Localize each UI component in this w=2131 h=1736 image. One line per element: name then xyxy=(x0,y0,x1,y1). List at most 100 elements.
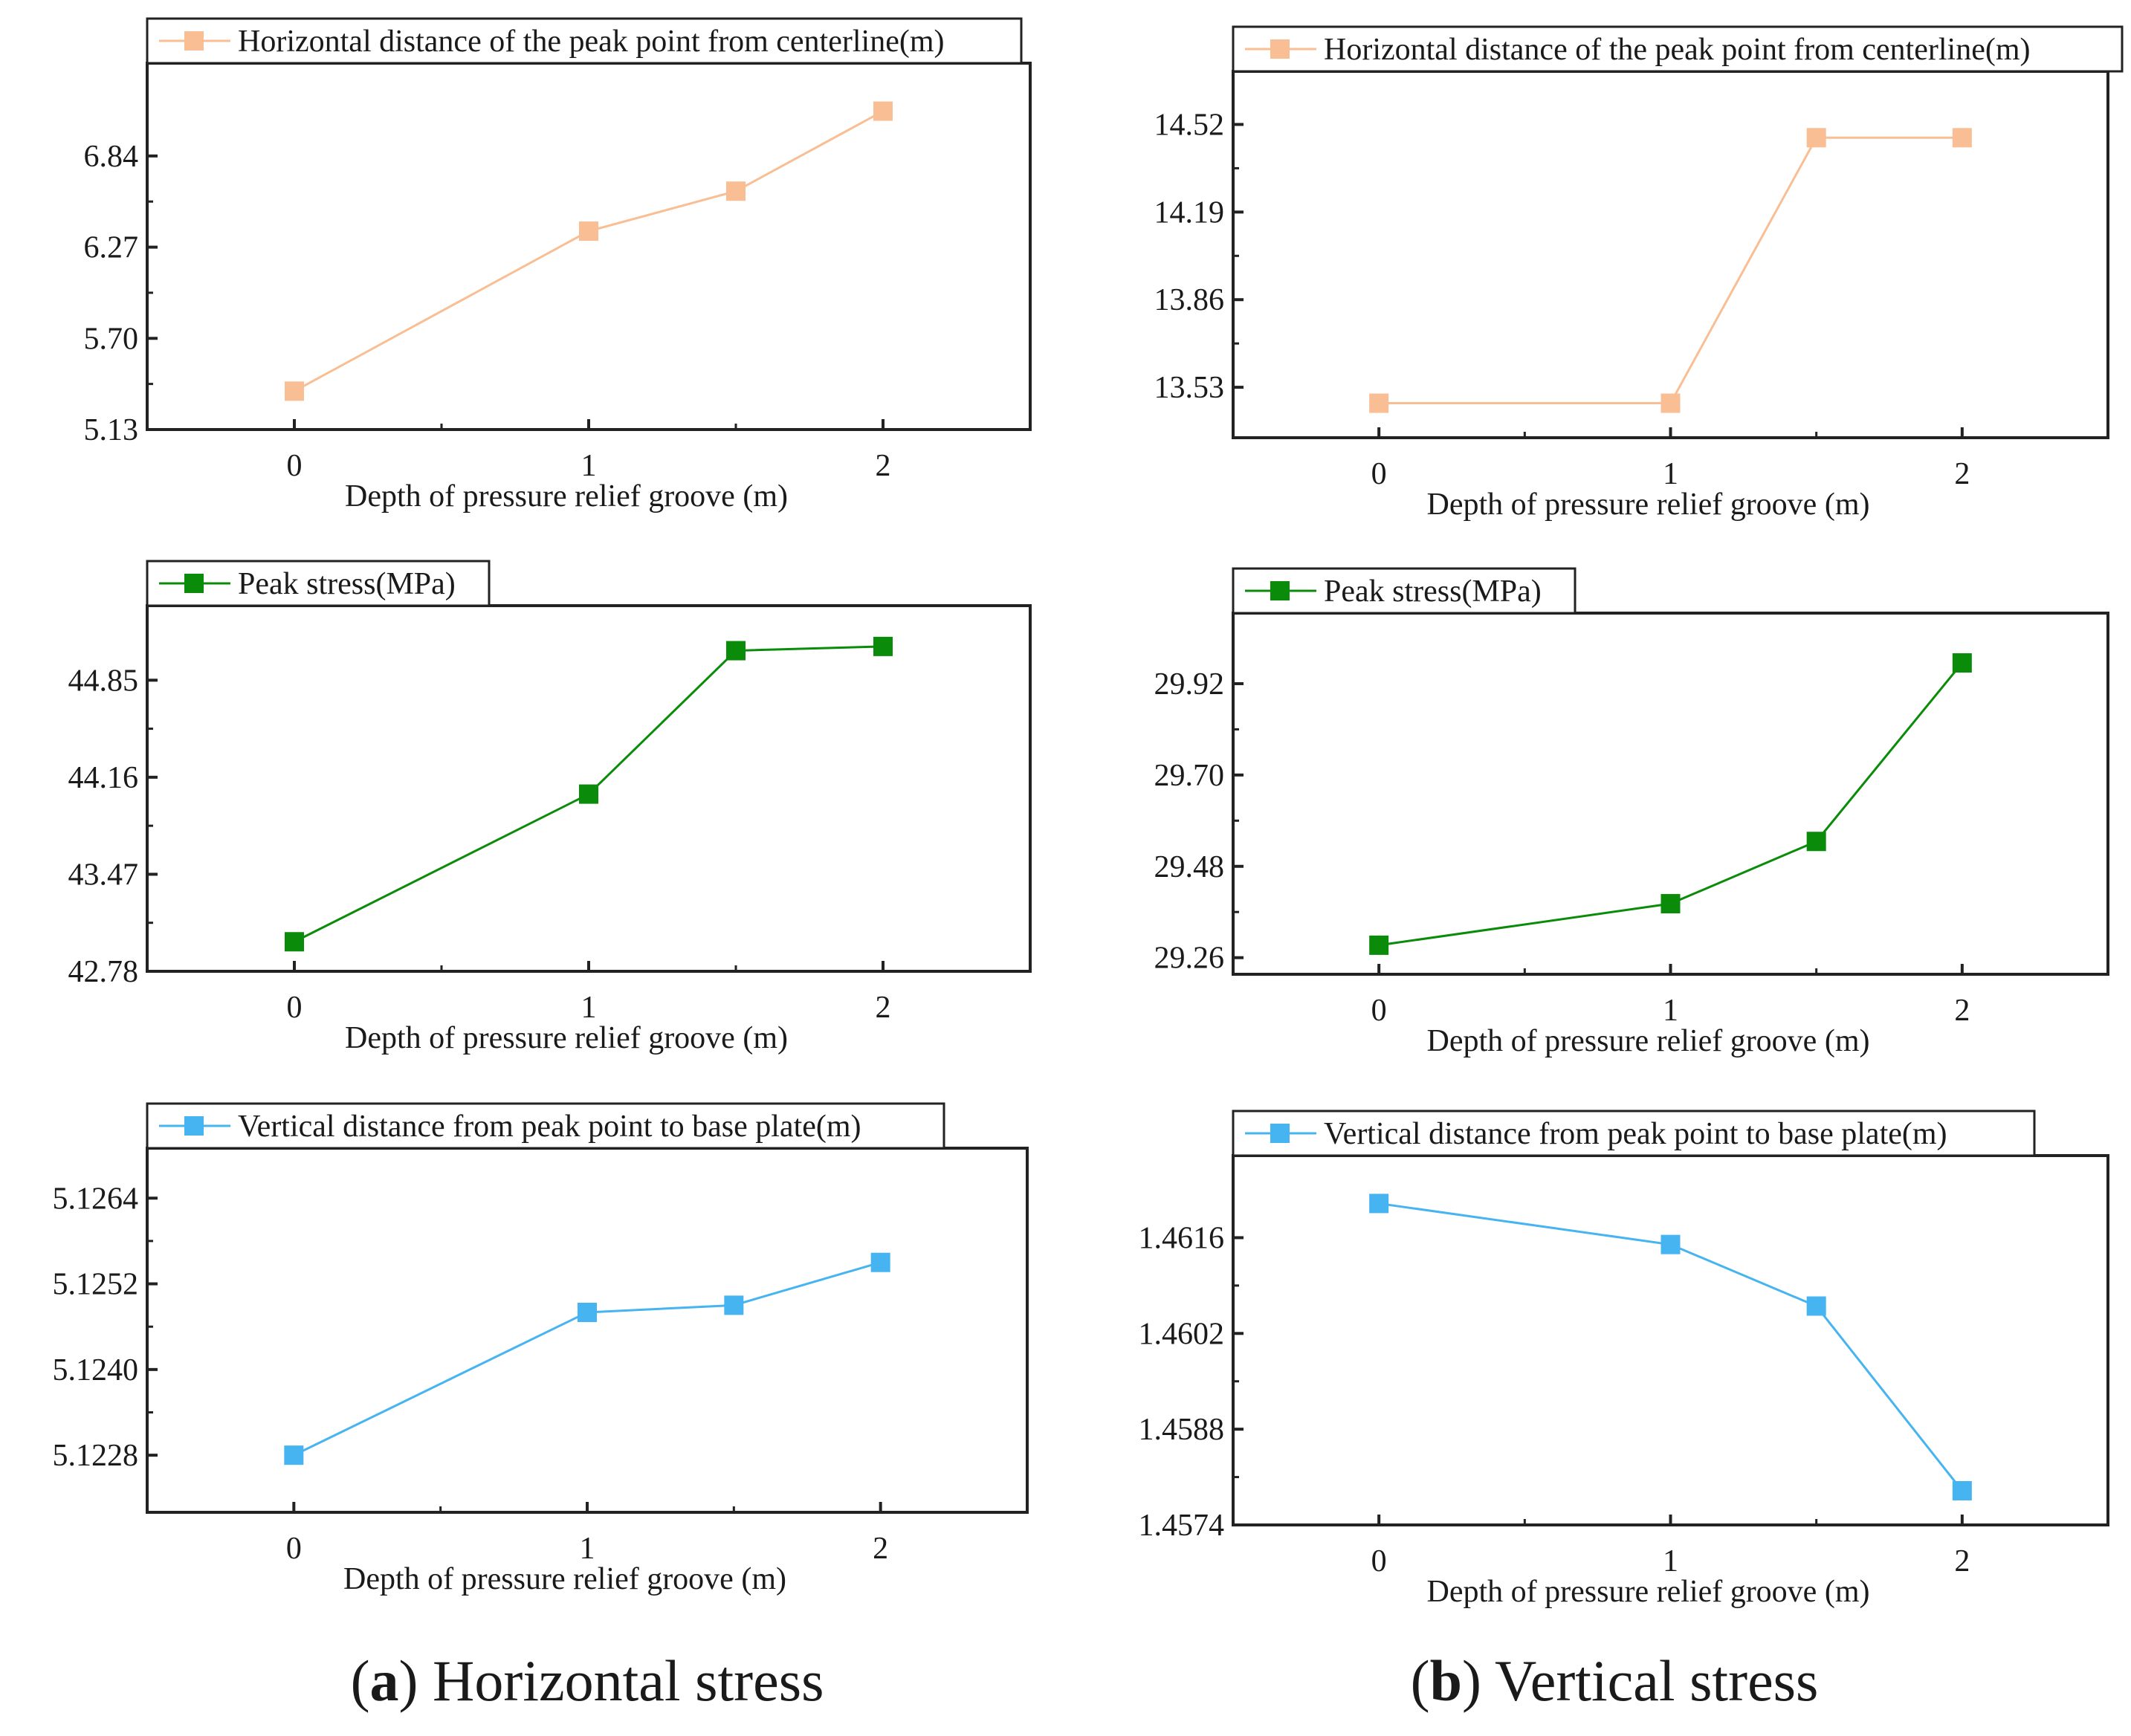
x-tick-label: 2 xyxy=(1954,994,1970,1028)
series-line xyxy=(293,1261,882,1457)
y-tick-label: 5.1228 xyxy=(53,1439,139,1473)
series-line xyxy=(1378,1202,1964,1492)
y-tick-label: 1.4588 xyxy=(1139,1413,1225,1447)
data-point xyxy=(285,381,304,401)
data-point xyxy=(1952,128,1972,148)
y-tick-label: 44.16 xyxy=(68,761,139,795)
y-tick-label: 5.1240 xyxy=(53,1353,139,1387)
plot-frame xyxy=(146,62,1032,431)
data-point xyxy=(1369,393,1389,413)
data-point xyxy=(726,641,746,661)
y-tick-label: 5.1252 xyxy=(53,1268,139,1302)
legend-label: Vertical distance from peak point to bas… xyxy=(238,1110,861,1144)
legend-marker xyxy=(184,574,204,593)
x-tick-label: 0 xyxy=(1371,994,1387,1028)
plot-frame xyxy=(1232,612,2109,976)
data-point xyxy=(1661,393,1681,413)
chart-a1: 5.13 5.70 6.27 6.84 0 1 2 Depth of pressure rel… xyxy=(84,17,1032,514)
x-tick-label: 2 xyxy=(1954,457,1970,491)
x-tick-label: 1 xyxy=(580,1532,595,1566)
legend-marker xyxy=(1270,1124,1290,1143)
x-axis-label: Depth of pressure relief groove (m) xyxy=(345,1021,788,1055)
data-point xyxy=(1952,1480,1972,1500)
y-tick-label: 5.70 xyxy=(84,322,139,356)
x-tick-label: 0 xyxy=(287,449,303,483)
data-point xyxy=(579,221,598,242)
legend-box xyxy=(146,17,1023,65)
y-tick-label: 6.84 xyxy=(84,140,139,174)
y-tick-label: 1.4616 xyxy=(1139,1221,1225,1255)
y-tick-label: 13.86 xyxy=(1154,283,1225,317)
y-tick-label: 5.13 xyxy=(84,413,139,447)
y-tick-label: 5.1264 xyxy=(53,1182,139,1216)
x-tick-label: 0 xyxy=(1371,1544,1387,1578)
y-tick-label: 14.19 xyxy=(1154,195,1225,230)
x-axis-label: Depth of pressure relief groove (m) xyxy=(1427,1024,1870,1058)
chart-a3: 5.1228 5.1240 5.1252 5.1264 0 1 2 Depth of pres… xyxy=(53,1102,1029,1596)
chart-b2: 29.26 29.48 29.70 29.92 0 1 2 Depth of pressure… xyxy=(1154,567,2109,1058)
legend-box xyxy=(1232,1110,2036,1157)
data-point xyxy=(1661,894,1681,914)
data-point xyxy=(724,1295,744,1315)
series-line xyxy=(1378,662,1963,947)
y-tick-label: 29.70 xyxy=(1154,759,1225,793)
plot-frame xyxy=(146,1147,1029,1514)
legend-label: Horizontal distance of the peak point fr… xyxy=(238,25,944,59)
x-tick-label: 2 xyxy=(876,449,891,483)
y-tick-label: 14.52 xyxy=(1154,108,1225,142)
chart-b1: 13.53 13.86 14.19 14.52 0 1 2 Depth of pressure… xyxy=(1154,25,2124,522)
series-line xyxy=(294,110,884,392)
x-tick-label: 1 xyxy=(1663,457,1678,491)
legend-label: Horizontal distance of the peak point fr… xyxy=(1324,33,2030,67)
legend-marker xyxy=(184,31,204,51)
data-point xyxy=(726,181,746,201)
legend-label: Vertical distance from peak point to bas… xyxy=(1324,1117,1947,1151)
plot-frame xyxy=(1232,70,2109,439)
plot-frame xyxy=(1232,1154,2109,1526)
legend-label: Peak stress(MPa) xyxy=(238,567,456,601)
data-point xyxy=(1369,935,1389,955)
data-point xyxy=(579,784,598,804)
x-axis-label: Depth of pressure relief groove (m) xyxy=(345,479,788,514)
y-tick-label: 42.78 xyxy=(68,955,139,989)
x-axis-label: Depth of pressure relief groove (m) xyxy=(1427,1575,1870,1609)
data-point xyxy=(1369,1194,1389,1214)
chart-b3: 1.4574 1.4588 1.4602 1.4616 0 1 2 Depth of pres… xyxy=(1139,1110,2109,1609)
x-axis-label: Depth of pressure relief groove (m) xyxy=(343,1562,786,1596)
legend-marker xyxy=(1270,39,1290,59)
x-tick-label: 0 xyxy=(287,991,303,1025)
data-point xyxy=(285,932,304,952)
caption-a: (a) Horizontal stress xyxy=(351,1648,824,1713)
x-tick-label: 2 xyxy=(876,991,891,1025)
data-point xyxy=(1661,1234,1681,1254)
legend-marker xyxy=(184,1116,204,1136)
data-point xyxy=(284,1445,304,1465)
data-point xyxy=(1806,832,1826,852)
x-tick-label: 1 xyxy=(1663,994,1678,1028)
y-tick-label: 29.48 xyxy=(1154,850,1225,884)
y-tick-label: 43.47 xyxy=(68,858,139,892)
data-point xyxy=(1806,1296,1826,1316)
legend-box xyxy=(1232,25,2124,73)
caption-b: (b) Vertical stress xyxy=(1411,1648,1819,1713)
legend-label: Peak stress(MPa) xyxy=(1324,574,1542,609)
x-axis-label: Depth of pressure relief groove (m) xyxy=(1427,488,1870,522)
x-tick-label: 2 xyxy=(1954,1544,1970,1578)
x-tick-label: 1 xyxy=(581,449,597,483)
x-tick-label: 1 xyxy=(581,991,597,1025)
data-point xyxy=(578,1302,597,1322)
y-tick-label: 1.4602 xyxy=(1139,1317,1225,1351)
x-tick-label: 0 xyxy=(1371,457,1387,491)
data-point xyxy=(873,101,893,121)
x-tick-label: 2 xyxy=(873,1532,888,1566)
chart-a2: 42.78 43.47 44.16 44.85 0 1 2 Depth of pressure… xyxy=(68,560,1032,1055)
y-tick-label: 1.4574 xyxy=(1139,1509,1225,1543)
y-tick-label: 13.53 xyxy=(1154,371,1225,405)
legend-box xyxy=(146,1102,945,1150)
x-tick-label: 0 xyxy=(286,1532,302,1566)
data-point xyxy=(1952,653,1972,673)
x-tick-label: 1 xyxy=(1663,1544,1678,1578)
legend-marker xyxy=(1270,581,1290,600)
